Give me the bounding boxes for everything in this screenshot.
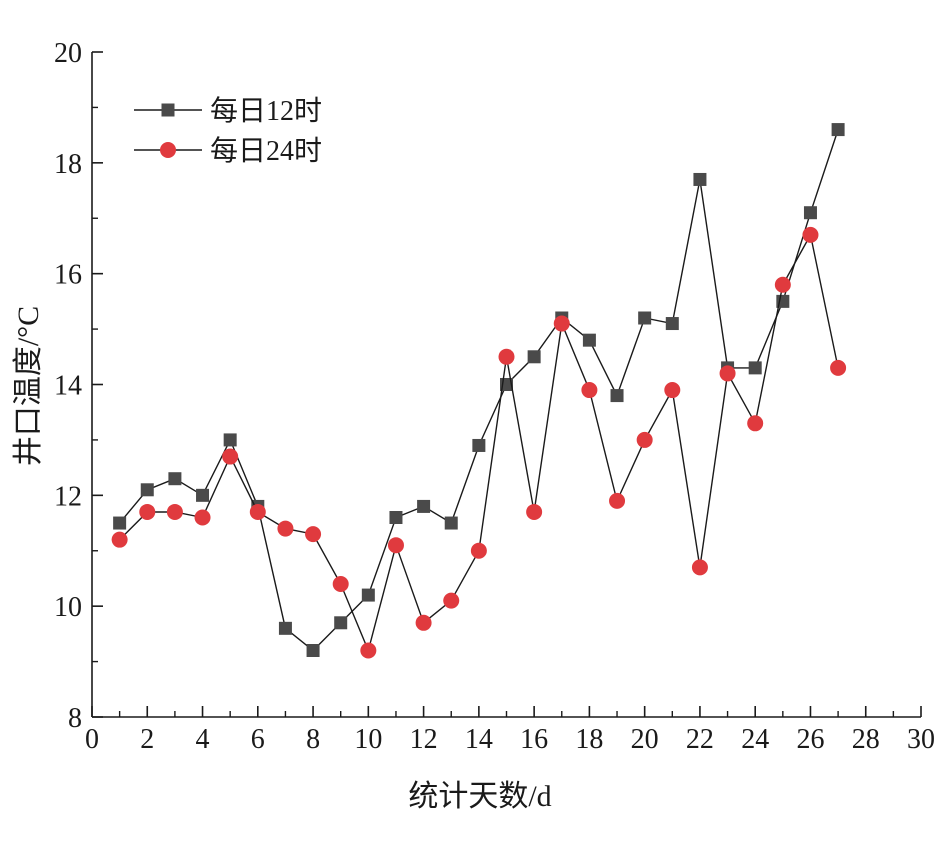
data-point — [719, 365, 736, 382]
data-point — [139, 503, 156, 520]
series-1 — [113, 123, 845, 657]
data-point — [748, 361, 762, 375]
data-point — [609, 492, 626, 509]
data-point — [222, 448, 239, 465]
x-tick-label: 16 — [520, 724, 548, 755]
data-point — [415, 614, 432, 631]
x-tick-label: 8 — [306, 724, 320, 755]
data-point — [774, 276, 791, 293]
x-tick-label: 10 — [354, 724, 382, 755]
data-point — [111, 531, 128, 548]
data-point — [610, 389, 624, 403]
y-tick-label: 12 — [54, 481, 82, 512]
data-point — [166, 503, 183, 520]
data-point — [389, 511, 403, 524]
y-tick-label: 14 — [54, 371, 82, 402]
data-point — [305, 526, 322, 543]
x-tick-label: 2 — [140, 724, 154, 755]
y-tick-label: 18 — [54, 149, 82, 180]
x-tick-label: 18 — [575, 724, 603, 755]
x-tick-label: 30 — [907, 724, 935, 755]
data-point — [470, 542, 487, 559]
x-tick-label: 20 — [631, 724, 659, 755]
y-tick-label: 8 — [68, 703, 82, 734]
data-point — [223, 433, 237, 447]
data-point — [747, 415, 764, 432]
x-tick-label: 24 — [741, 724, 769, 755]
y-tick-label: 16 — [54, 260, 82, 291]
legend-item: 每日12时 — [134, 95, 322, 127]
legend-label: 每日12时 — [210, 95, 322, 127]
legend-label: 每日24时 — [210, 135, 322, 167]
data-point — [306, 644, 320, 657]
y-tick-label: 10 — [54, 592, 82, 623]
data-point — [417, 499, 431, 513]
data-point — [360, 642, 377, 659]
data-point — [194, 509, 211, 526]
data-point — [498, 348, 515, 365]
x-tick-label: 14 — [465, 724, 493, 755]
series-line — [119, 129, 839, 652]
data-point — [830, 359, 847, 376]
data-point — [277, 520, 294, 537]
y-axis-label: 井口温度/°C — [12, 306, 45, 466]
x-tick-label: 28 — [852, 724, 880, 755]
x-tick-label: 12 — [410, 724, 438, 755]
data-point — [802, 226, 819, 243]
x-tick-label: 6 — [251, 724, 265, 755]
x-tick-label: 26 — [796, 724, 824, 755]
legend-marker — [161, 103, 175, 117]
data-point — [636, 431, 653, 448]
data-point — [443, 592, 460, 609]
data-point — [196, 488, 210, 502]
data-point — [664, 382, 681, 399]
data-point — [168, 472, 182, 486]
data-point — [803, 206, 817, 220]
legend-item: 每日24时 — [134, 135, 322, 167]
x-tick-label: 22 — [686, 724, 714, 755]
series-2 — [111, 226, 847, 659]
data-point — [332, 576, 349, 592]
data-point — [361, 588, 375, 602]
x-tick-label: 0 — [85, 724, 99, 755]
data-point — [249, 503, 266, 520]
data-point — [526, 503, 543, 520]
data-point — [278, 621, 292, 635]
data-point — [113, 516, 127, 530]
x-tick-label: 4 — [196, 724, 210, 755]
data-point — [693, 172, 707, 186]
data-point — [334, 616, 348, 630]
data-point — [638, 311, 652, 325]
data-point — [831, 123, 845, 137]
y-tick-label: 20 — [54, 38, 82, 69]
data-point — [527, 350, 541, 364]
data-point — [553, 315, 570, 332]
data-point — [665, 317, 679, 331]
data-point — [582, 333, 596, 347]
x-axis-ticks: 0 2 4 6 8 10 12 14 16 18 20 22 24 26 28 30 — [85, 706, 935, 755]
y-axis-ticks: 8 10 12 14 16 18 20 — [54, 38, 103, 734]
data-point — [472, 438, 486, 452]
legend-marker — [160, 142, 176, 158]
data-point — [691, 559, 708, 576]
data-point — [140, 483, 154, 497]
data-point — [444, 516, 458, 530]
data-point — [581, 382, 598, 399]
series-layer — [111, 123, 847, 659]
data-point — [387, 537, 404, 554]
x-axis-label: 统计天数/d — [408, 780, 551, 813]
